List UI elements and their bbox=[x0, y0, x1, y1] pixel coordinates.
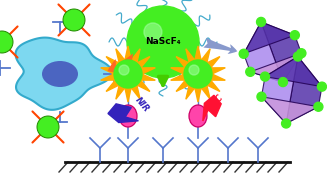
Circle shape bbox=[293, 52, 302, 61]
Circle shape bbox=[114, 60, 142, 88]
Polygon shape bbox=[250, 53, 301, 82]
Circle shape bbox=[297, 49, 306, 58]
Ellipse shape bbox=[119, 105, 137, 127]
Polygon shape bbox=[265, 57, 322, 87]
Polygon shape bbox=[262, 57, 298, 123]
Circle shape bbox=[279, 77, 287, 87]
Polygon shape bbox=[244, 22, 295, 54]
Circle shape bbox=[246, 67, 255, 76]
Circle shape bbox=[0, 31, 13, 53]
Circle shape bbox=[314, 102, 323, 111]
Text: NIR: NIR bbox=[133, 96, 150, 114]
Circle shape bbox=[37, 116, 59, 138]
Polygon shape bbox=[261, 22, 301, 82]
Ellipse shape bbox=[42, 61, 78, 87]
Circle shape bbox=[282, 119, 291, 128]
Circle shape bbox=[189, 65, 199, 75]
Polygon shape bbox=[203, 95, 221, 121]
Circle shape bbox=[144, 23, 162, 41]
Circle shape bbox=[318, 82, 326, 91]
Circle shape bbox=[119, 65, 129, 75]
Circle shape bbox=[261, 72, 269, 81]
Polygon shape bbox=[262, 97, 318, 123]
Circle shape bbox=[239, 49, 248, 58]
Ellipse shape bbox=[189, 105, 207, 127]
Circle shape bbox=[290, 31, 299, 40]
Circle shape bbox=[184, 60, 212, 88]
Text: UC: UC bbox=[210, 92, 225, 108]
Circle shape bbox=[127, 6, 199, 78]
Polygon shape bbox=[101, 46, 155, 102]
Circle shape bbox=[257, 17, 266, 26]
Polygon shape bbox=[108, 104, 138, 122]
Circle shape bbox=[257, 92, 266, 101]
Polygon shape bbox=[171, 46, 225, 102]
Polygon shape bbox=[244, 22, 283, 82]
Text: NaScF₄: NaScF₄ bbox=[145, 37, 181, 46]
Polygon shape bbox=[16, 38, 112, 110]
Circle shape bbox=[63, 9, 85, 31]
Polygon shape bbox=[286, 57, 322, 123]
